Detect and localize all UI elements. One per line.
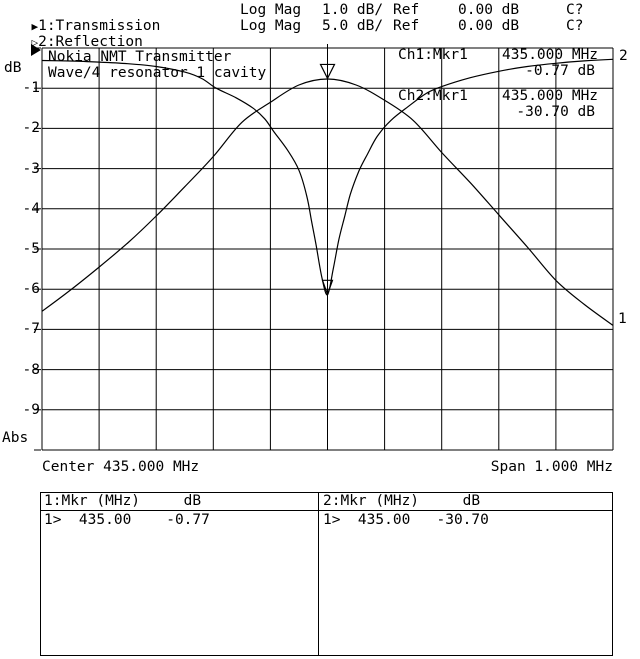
marker-table-left-row: 1> 435.00 -0.77: [44, 512, 210, 528]
channel1-format: Log Mag: [240, 2, 302, 18]
y-axis-unit-label: dB: [4, 60, 22, 76]
y-tick-label: -3: [22, 160, 40, 177]
x-axis-span-label: Span 1.000 MHz: [490, 459, 613, 475]
marker1-arrow-icon: [319, 63, 336, 80]
marker-arrows: [319, 44, 336, 297]
y-tick-label: -2: [22, 120, 40, 137]
channel2-ref-label: Ref: [393, 18, 420, 34]
ch2-marker-value: -30.70 dB: [516, 104, 595, 120]
marker-table: [40, 492, 613, 656]
y-axis-ticks: [31, 44, 41, 451]
y-tick-label: -5: [22, 241, 40, 257]
inactive-channel-icon: ▷: [31, 36, 39, 49]
marker-table-left-header: 1:Mkr (MHz) dB: [44, 493, 202, 509]
active-channel-icon: ▶: [31, 20, 39, 33]
ch1-marker-freq: 435.000 MHz: [502, 47, 599, 63]
chart-title-line2: Wave/4 resonator 1 cavity: [48, 65, 267, 81]
channel2-ref-value: 0.00 dB: [458, 18, 520, 34]
y-tick-label: -4: [22, 200, 40, 217]
ch2-marker-freq: 435.000 MHz: [502, 88, 599, 104]
channel2-measurement-label: 2:Reflection: [38, 34, 143, 50]
channel2-status-row: ▷2:Reflection: [14, 18, 143, 51]
y-tick-label: -9: [22, 401, 40, 418]
marker-table-header-rule: [40, 510, 612, 511]
y-tick-label: -1: [22, 80, 40, 97]
trace2-label: 2: [619, 48, 628, 64]
channel2-cal-status: C?: [566, 18, 584, 34]
marker-table-right-header: 2:Mkr (MHz) dB: [323, 493, 481, 509]
reference-level-icon: [31, 44, 41, 56]
marker-table-right-row: 1> 435.00 -30.70: [323, 512, 489, 528]
y-tick-label: -8: [22, 361, 40, 378]
channel2-format: Log Mag: [240, 18, 302, 34]
ch1-marker-value: -0.77 dB: [525, 63, 595, 79]
channel2-scale: 5.0 dB/: [322, 18, 384, 34]
channel1-measurement-label: 1:Transmission: [38, 18, 161, 34]
y-tick-label: -7: [22, 321, 40, 338]
graticule-grid: [41, 47, 614, 451]
channel1-scale: 1.0 dB/: [322, 2, 384, 18]
channel1-cal-status: C?: [566, 2, 584, 18]
marker-table-divider: [318, 492, 319, 655]
channel1-ref-label: Ref: [393, 2, 420, 18]
y-tick-label: -6: [22, 281, 40, 298]
channel1-ref-value: 0.00 dB: [458, 2, 520, 18]
reflection-trace: [41, 58, 614, 296]
chart-title-line1: Nokia NMT Transmitter: [48, 49, 232, 65]
ch1-marker-name: Ch1:Mkr1: [398, 47, 468, 63]
ch2-marker-name: Ch2:Mkr1: [398, 88, 468, 104]
x-axis-center-label: Center 435.000 MHz: [42, 459, 200, 475]
marker2-arrow-icon: [321, 279, 334, 297]
channel1-status-row: ▶1:Transmission: [14, 2, 160, 35]
trace1-label: 1: [618, 311, 627, 327]
y-axis-abs-label: Abs: [2, 430, 29, 446]
